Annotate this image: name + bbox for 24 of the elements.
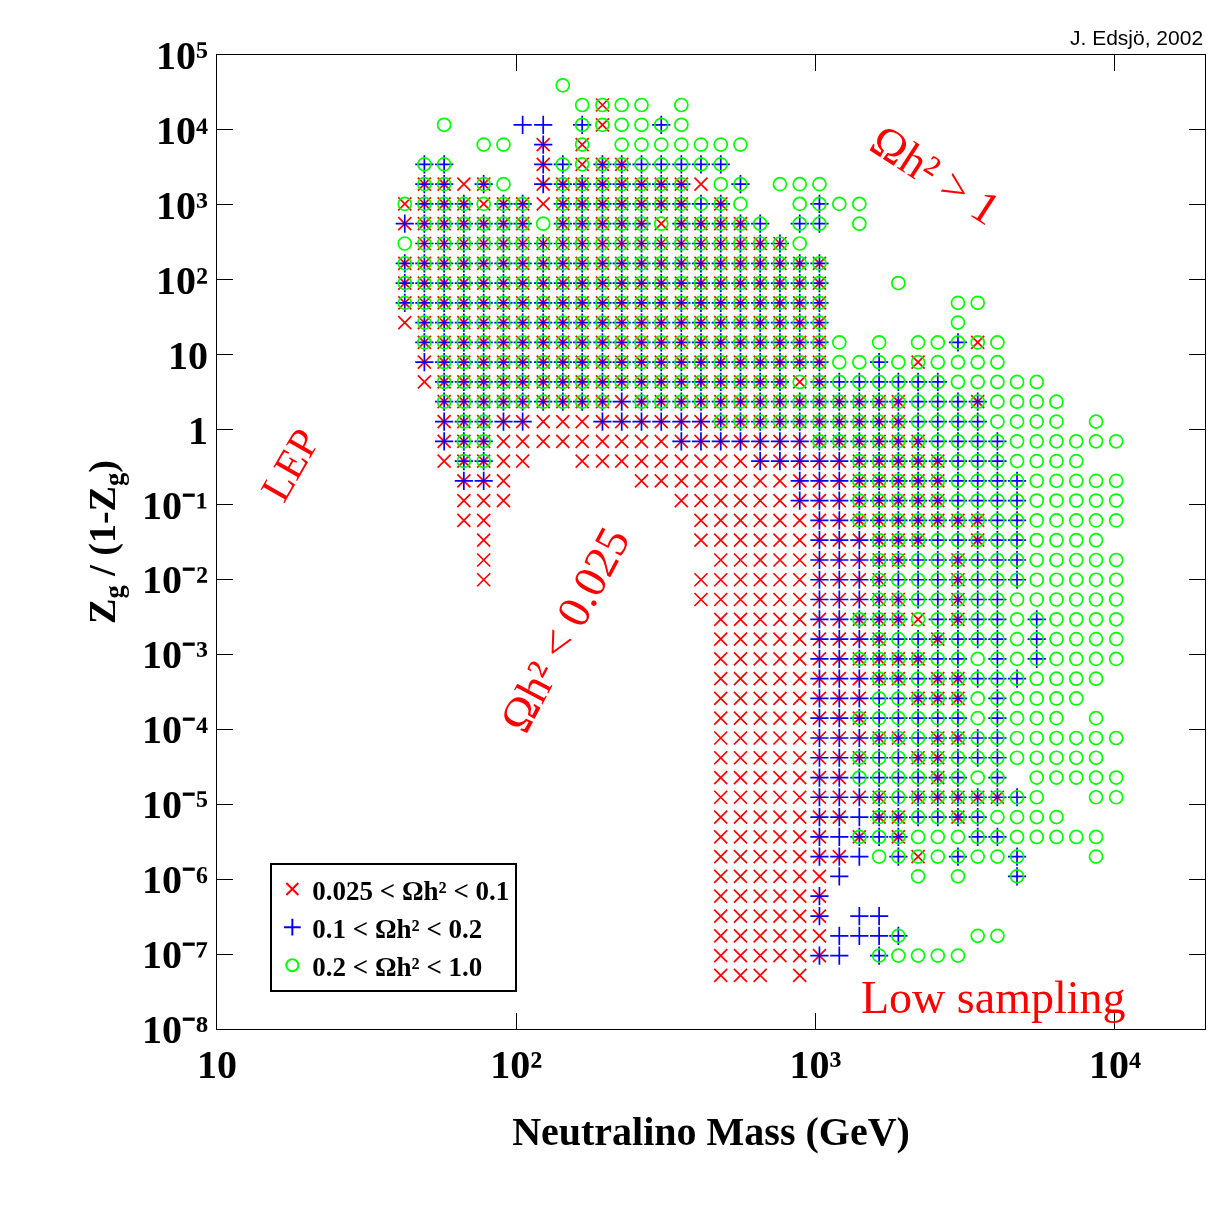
annotation: Low sampling <box>861 972 1126 1023</box>
legend-label: 0.025 < Ωh² < 0.1 <box>312 875 510 906</box>
y-tick-label: 10³ <box>156 182 208 228</box>
legend-label: 0.1 < Ωh² < 0.2 <box>312 913 483 944</box>
y-tick-label: 10⁻⁵ <box>142 782 208 828</box>
y-tick-label: 10⁻⁴ <box>142 707 208 753</box>
y-tick-label: 1 <box>188 407 208 453</box>
y-tick-label: 10⁵ <box>156 33 208 78</box>
annotation: Ωh² > 1 <box>861 114 1010 235</box>
x-tick-label: 10³ <box>789 1042 842 1087</box>
y-tick-label: 10⁻² <box>142 557 208 603</box>
y-tick-label: 10⁻¹ <box>142 482 208 528</box>
y-tick-label: 10² <box>156 257 208 303</box>
x-tick-label: 10² <box>490 1042 543 1087</box>
x-axis-title: Neutralino Mass (GeV) <box>512 1108 910 1154</box>
y-tick-label: 10⁻³ <box>142 632 208 678</box>
y-tick-label: 10 <box>168 332 208 378</box>
y-tick-label: 10⁴ <box>156 107 208 153</box>
legend-label: 0.2 < Ωh² < 1.0 <box>312 951 483 982</box>
x-tick-label: 10⁴ <box>1088 1042 1141 1087</box>
annotation: Ωh² < 0.025 <box>489 519 640 741</box>
y-tick-label: 10⁻⁶ <box>142 857 208 903</box>
text: J. Edsjö, 2002 <box>1070 26 1204 49</box>
y-tick-label: 10⁻⁷ <box>142 932 208 978</box>
